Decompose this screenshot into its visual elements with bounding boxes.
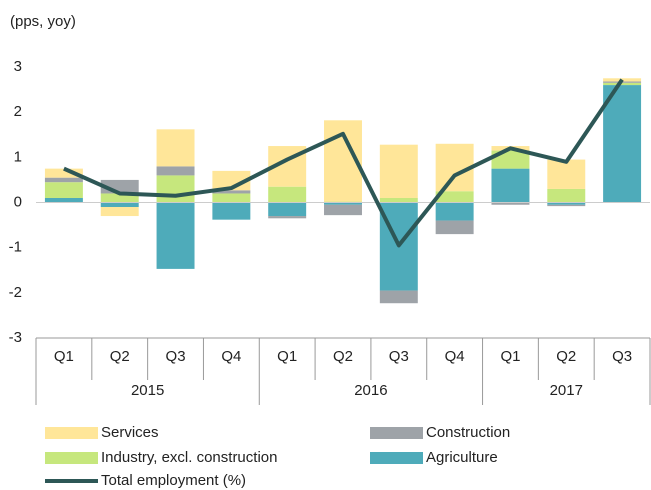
bar-segment [268,202,307,217]
y-axis-label: (pps, yoy) [10,13,76,30]
bar-segment [268,186,307,203]
legend-swatch [370,452,423,464]
legend-label: Services [101,424,159,441]
bar-segment [100,202,139,208]
y-tick-label: -3 [9,329,22,346]
legend-label: Total employment (%) [101,472,246,489]
x-tick-label: Q1 [277,348,297,365]
y-tick-label: 2 [14,103,22,120]
bar-segment [156,129,195,167]
bar-segment [212,193,251,203]
x-tick-label: Q2 [556,348,576,365]
bar-segment [100,207,139,217]
y-tick-label: 0 [14,193,22,210]
x-tick-label: Q4 [445,348,465,365]
bar-segment [324,204,362,216]
bar-segment [156,202,195,269]
legend-label: Industry, excl. construction [101,449,277,466]
bar-segment [435,191,474,203]
x-tick-label: Q3 [612,348,632,365]
group-label: 2015 [131,382,164,399]
bar-segment [44,168,83,178]
bar-segment [379,290,418,304]
x-tick-label: Q2 [110,348,130,365]
legend-swatch [370,427,423,439]
bar-segment [603,82,642,86]
y-tick-label: 3 [14,58,22,75]
bar-segment [44,182,83,198]
bar-segment [379,197,418,203]
y-tick-label: -1 [9,239,22,256]
bar-segment [547,204,586,207]
x-tick-label: Q1 [500,348,520,365]
legend-label: Construction [426,424,510,441]
bar-segment [603,85,642,203]
x-tick-label: Q3 [389,348,409,365]
bar-segment [44,197,83,203]
bar-segment [100,193,139,203]
bar-segment [156,166,195,176]
legend-label: Agriculture [426,449,498,466]
legend-swatch [45,452,98,464]
y-tick-label: -2 [9,284,22,301]
bar-segment [324,202,362,205]
bar-segment [212,190,251,194]
bar-segment [547,202,586,205]
bar-segment [491,202,530,205]
group-label: 2016 [354,382,387,399]
x-tick-label: Q2 [333,348,353,365]
x-tick-label: Q3 [166,348,186,365]
bar-segment [547,159,586,189]
bar-segment [212,202,251,220]
x-tick-label: Q4 [221,348,241,365]
bar-segment [435,202,474,221]
bar-segment [379,144,418,198]
bar-segment [547,188,586,203]
y-tick-label: 1 [14,148,22,165]
bar-segment [268,216,307,219]
x-tick-label: Q1 [54,348,74,365]
bar-segment [435,220,474,235]
legend-swatch [45,427,98,439]
bar-segment [491,168,530,203]
bar-segment [156,175,195,203]
line-series [63,78,624,248]
bar-segment [44,177,83,183]
group-label: 2017 [550,382,583,399]
